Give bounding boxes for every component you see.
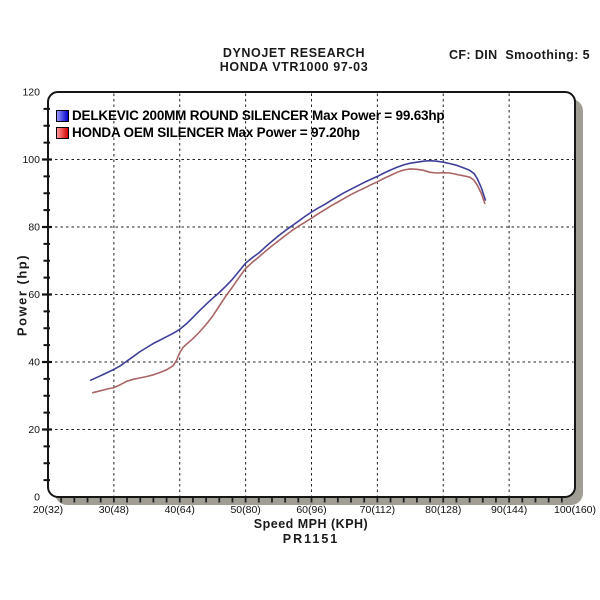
x-tick-label: 50(80) (230, 504, 260, 516)
x-tick-label: 60(96) (296, 504, 326, 516)
legend-item-delkevic: DELKEVIC 200MM ROUND SILENCER Max Power … (56, 107, 445, 124)
y-tick-label: 20 (28, 424, 40, 436)
x-tick-label: 80(128) (425, 504, 461, 516)
delkevic-series-swatch (56, 109, 69, 122)
chart-title: DYNOJET RESEARCH (222, 46, 366, 60)
plot-border (47, 91, 576, 498)
x-tick-label: 100(160) (554, 504, 596, 516)
y-tick-label: 120 (22, 87, 40, 99)
y-tick-label: 0 (34, 492, 40, 504)
legend-item-honda-oem: HONDA OEM SILENCER Max Power = 97.20hp (56, 124, 444, 141)
y-tick-label: 60 (28, 289, 40, 301)
legend: DELKEVIC 200MM ROUND SILENCER Max Power … (56, 107, 445, 141)
x-tick-label: 40(64) (165, 504, 195, 516)
correction-smoothing-info: CF: DIN Smoothing: 5 (448, 48, 590, 62)
run-number: PR1151 (282, 532, 340, 546)
x-axis-title: Speed MPH (KPH) (253, 517, 369, 531)
honda-oem-legend-label: HONDA OEM SILENCER Max Power = 97.20hp (72, 125, 360, 140)
x-tick-label: 20(32) (33, 504, 63, 516)
y-tick-label: 100 (22, 154, 40, 166)
y-axis-title: Power (hp) (14, 253, 30, 337)
power-curve-delkevic (90, 159, 487, 382)
y-tick-label: 40 (28, 357, 40, 369)
x-tick-label: 30(48) (99, 504, 129, 516)
x-tick-label: 70(112) (360, 504, 395, 516)
honda-oem-series-swatch (56, 126, 69, 139)
power-curve-honda-oem (92, 168, 486, 394)
delkevic-legend-label: DELKEVIC 200MM ROUND SILENCER Max Power … (72, 108, 445, 123)
y-tick-label: 80 (28, 222, 40, 234)
x-tick-label: 90(144) (491, 504, 527, 516)
chart-subtitle: HONDA VTR1000 97-03 (219, 60, 369, 74)
chart-title-block: DYNOJET RESEARCH HONDA VTR1000 97-03 (144, 46, 444, 74)
